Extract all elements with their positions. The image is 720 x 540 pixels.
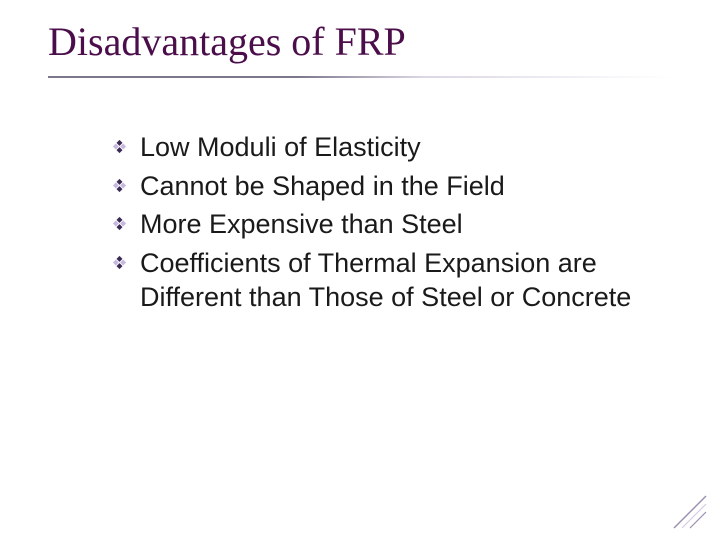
bullet-list: Low Moduli of Elasticity Cannot be Shape…	[112, 130, 664, 319]
list-item-text: Coefficients of Thermal Expansion are Di…	[140, 248, 631, 313]
diamond-grid-icon	[112, 139, 127, 154]
list-item: Coefficients of Thermal Expansion are Di…	[112, 246, 664, 315]
diamond-grid-icon	[112, 178, 127, 193]
list-item-text: More Expensive than Steel	[140, 209, 463, 239]
slide-title: Disadvantages of FRP	[48, 18, 406, 65]
list-item: Cannot be Shaped in the Field	[112, 169, 664, 204]
diamond-grid-icon	[112, 255, 127, 270]
list-item: Low Moduli of Elasticity	[112, 130, 664, 165]
title-underline	[48, 76, 672, 78]
list-item-text: Cannot be Shaped in the Field	[140, 171, 505, 201]
slide: Disadvantages of FRP Low Moduli of Elast…	[0, 0, 720, 540]
diamond-grid-icon	[112, 216, 127, 231]
list-item: More Expensive than Steel	[112, 207, 664, 242]
corner-ornament-icon	[670, 492, 708, 530]
list-item-text: Low Moduli of Elasticity	[140, 132, 421, 162]
